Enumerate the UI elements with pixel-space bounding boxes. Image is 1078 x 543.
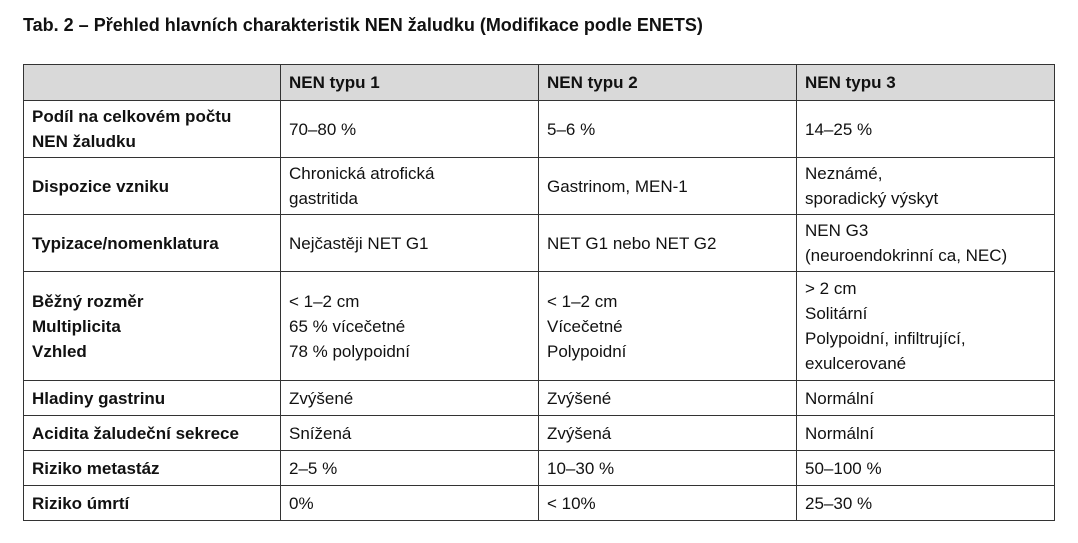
table-cell: NET G1 nebo NET G2 — [538, 214, 797, 272]
text-line: Nejčastěji NET G1 — [289, 233, 429, 253]
text-line: Acidita žaludeční sekrece — [32, 423, 239, 443]
text-line: 25–30 % — [805, 493, 873, 513]
table-cell: NEN G3 (neuroendokrinní ca, NEC) — [796, 214, 1055, 272]
text-line: Dispozice vzniku — [32, 176, 169, 196]
row-label: Riziko metastáz — [23, 450, 281, 486]
text-line: Multiplicita — [32, 316, 121, 336]
table-cell: < 1–2 cm Vícečetné Polypoidní — [538, 271, 797, 381]
text-line: (neuroendokrinní ca, NEC) — [805, 246, 1008, 265]
text-line: 14–25 % — [805, 119, 873, 139]
text-line: Typizace/nomenklatura — [32, 233, 219, 253]
table-cell: Normální — [796, 415, 1055, 451]
text-line: 10–30 % — [547, 458, 615, 478]
text-line: 65 % vícečetné — [289, 316, 406, 336]
text-line: NET G1 nebo NET G2 — [547, 233, 717, 253]
row-label: Hladiny gastrinu — [23, 380, 281, 416]
table: NEN typu 1 NEN typu 2 NEN typu 3 Podíl na … — [23, 64, 1055, 521]
table-cell: 50–100 % — [796, 450, 1055, 486]
table-cell: Normální — [796, 380, 1055, 416]
table-row: Riziko metastáz 2–5 % 10–30 % 50–100 % — [23, 450, 1055, 486]
text-line: 50–100 % — [805, 458, 882, 478]
header-cell: NEN typu 1 — [280, 64, 539, 101]
text-line: Normální — [805, 423, 874, 443]
text-line: Vícečetné — [547, 316, 623, 336]
table-cell: 10–30 % — [538, 450, 797, 486]
table-cell: Zvýšená — [538, 415, 797, 451]
text-line: < 10% — [547, 493, 596, 513]
row-label: Podíl na celkovém počtu NEN žaludku — [23, 100, 281, 158]
table-cell: < 1–2 cm 65 % vícečetné 78 % polypoidní — [280, 271, 539, 381]
table-row: Typizace/nomenklatura Nejčastěji NET G1 NE… — [23, 214, 1055, 272]
text-line: sporadický výskyt — [805, 189, 939, 208]
text-line: Chronická atrofická — [289, 164, 435, 183]
text-line: Normální — [805, 388, 874, 408]
header-row: NEN typu 1 NEN typu 2 NEN typu 3 — [23, 64, 1055, 101]
text-line: 70–80 % — [289, 119, 357, 139]
text-line: NEN G3 — [805, 221, 869, 240]
text-line: Vzhled — [32, 341, 87, 361]
table-cell: 14–25 % — [796, 100, 1055, 158]
table-row: Podíl na celkovém počtu NEN žaludku 70–80 … — [23, 100, 1055, 158]
text-line: Solitární — [805, 304, 868, 323]
text-line: Polypoidní — [547, 341, 627, 361]
table-cell: 5–6 % — [538, 100, 797, 158]
table-cell: 0% — [280, 485, 539, 521]
table-row: Běžný rozměr Multiplicita Vzhled < 1–2 cm 65… — [23, 271, 1055, 381]
row-label: Typizace/nomenklatura — [23, 214, 281, 272]
header-cell: NEN typu 3 — [796, 64, 1055, 101]
table-cell: Gastrinom, MEN-1 — [538, 157, 797, 215]
table-cell: > 2 cm Solitární Polypoidní, infiltrující,… — [796, 271, 1055, 381]
text-line: Neznámé, — [805, 164, 883, 183]
text-line: 78 % polypoidní — [289, 341, 410, 361]
text-line: Zvýšená — [547, 423, 612, 443]
row-label: Acidita žaludeční sekrece — [23, 415, 281, 451]
table-cell: 70–80 % — [280, 100, 539, 158]
text-line: NEN žaludku — [32, 132, 136, 151]
table-cell: Zvýšené — [538, 380, 797, 416]
table-row: Hladiny gastrinu Zvýšené Zvýšené Normální — [23, 380, 1055, 416]
table-cell: 2–5 % — [280, 450, 539, 486]
row-label: Dispozice vzniku — [23, 157, 281, 215]
text-line: Zvýšené — [289, 388, 354, 408]
text-line: Gastrinom, MEN-1 — [547, 176, 688, 196]
text-line: < 1–2 cm — [289, 291, 360, 311]
table-title: Tab. 2 – Přehled hlavních charakteristik… — [23, 15, 703, 35]
text-line: Riziko metastáz — [32, 458, 160, 478]
text-line: 0% — [289, 493, 314, 513]
table-cell: < 10% — [538, 485, 797, 521]
header-cell — [23, 64, 281, 101]
text-line: exulcerované — [805, 354, 907, 373]
text-line: > 2 cm — [805, 279, 857, 298]
header-cell: NEN typu 2 — [538, 64, 797, 101]
row-label: Riziko úmrtí — [23, 485, 281, 521]
text-line: < 1–2 cm — [547, 291, 618, 311]
text-line: gastritida — [289, 189, 358, 208]
table-cell: Neznámé, sporadický výskyt — [796, 157, 1055, 215]
text-line: 5–6 % — [547, 119, 596, 139]
text-line: Hladiny gastrinu — [32, 388, 166, 408]
table-cell: 25–30 % — [796, 485, 1055, 521]
text-line: Podíl na celkovém počtu — [32, 107, 232, 126]
text-line: Polypoidní, infiltrující, — [805, 329, 966, 348]
table-cell: Nejčastěji NET G1 — [280, 214, 539, 272]
table-cell: Snížená — [280, 415, 539, 451]
text-line: Běžný rozměr — [32, 291, 144, 311]
text-line: Snížená — [289, 423, 352, 443]
text-line: Riziko úmrtí — [32, 493, 130, 513]
row-label: Běžný rozměr Multiplicita Vzhled — [23, 271, 281, 381]
table-row: Dispozice vzniku Chronická atrofická gastr… — [23, 157, 1055, 215]
table-cell: Chronická atrofická gastritida — [280, 157, 539, 215]
text-line: Zvýšené — [547, 388, 612, 408]
table-row: Riziko úmrtí 0% < 10% 25–30 % — [23, 485, 1055, 521]
table-cell: Zvýšené — [280, 380, 539, 416]
table-row: Acidita žaludeční sekrece Snížená Zvýšená N… — [23, 415, 1055, 451]
text-line: 2–5 % — [289, 458, 338, 478]
